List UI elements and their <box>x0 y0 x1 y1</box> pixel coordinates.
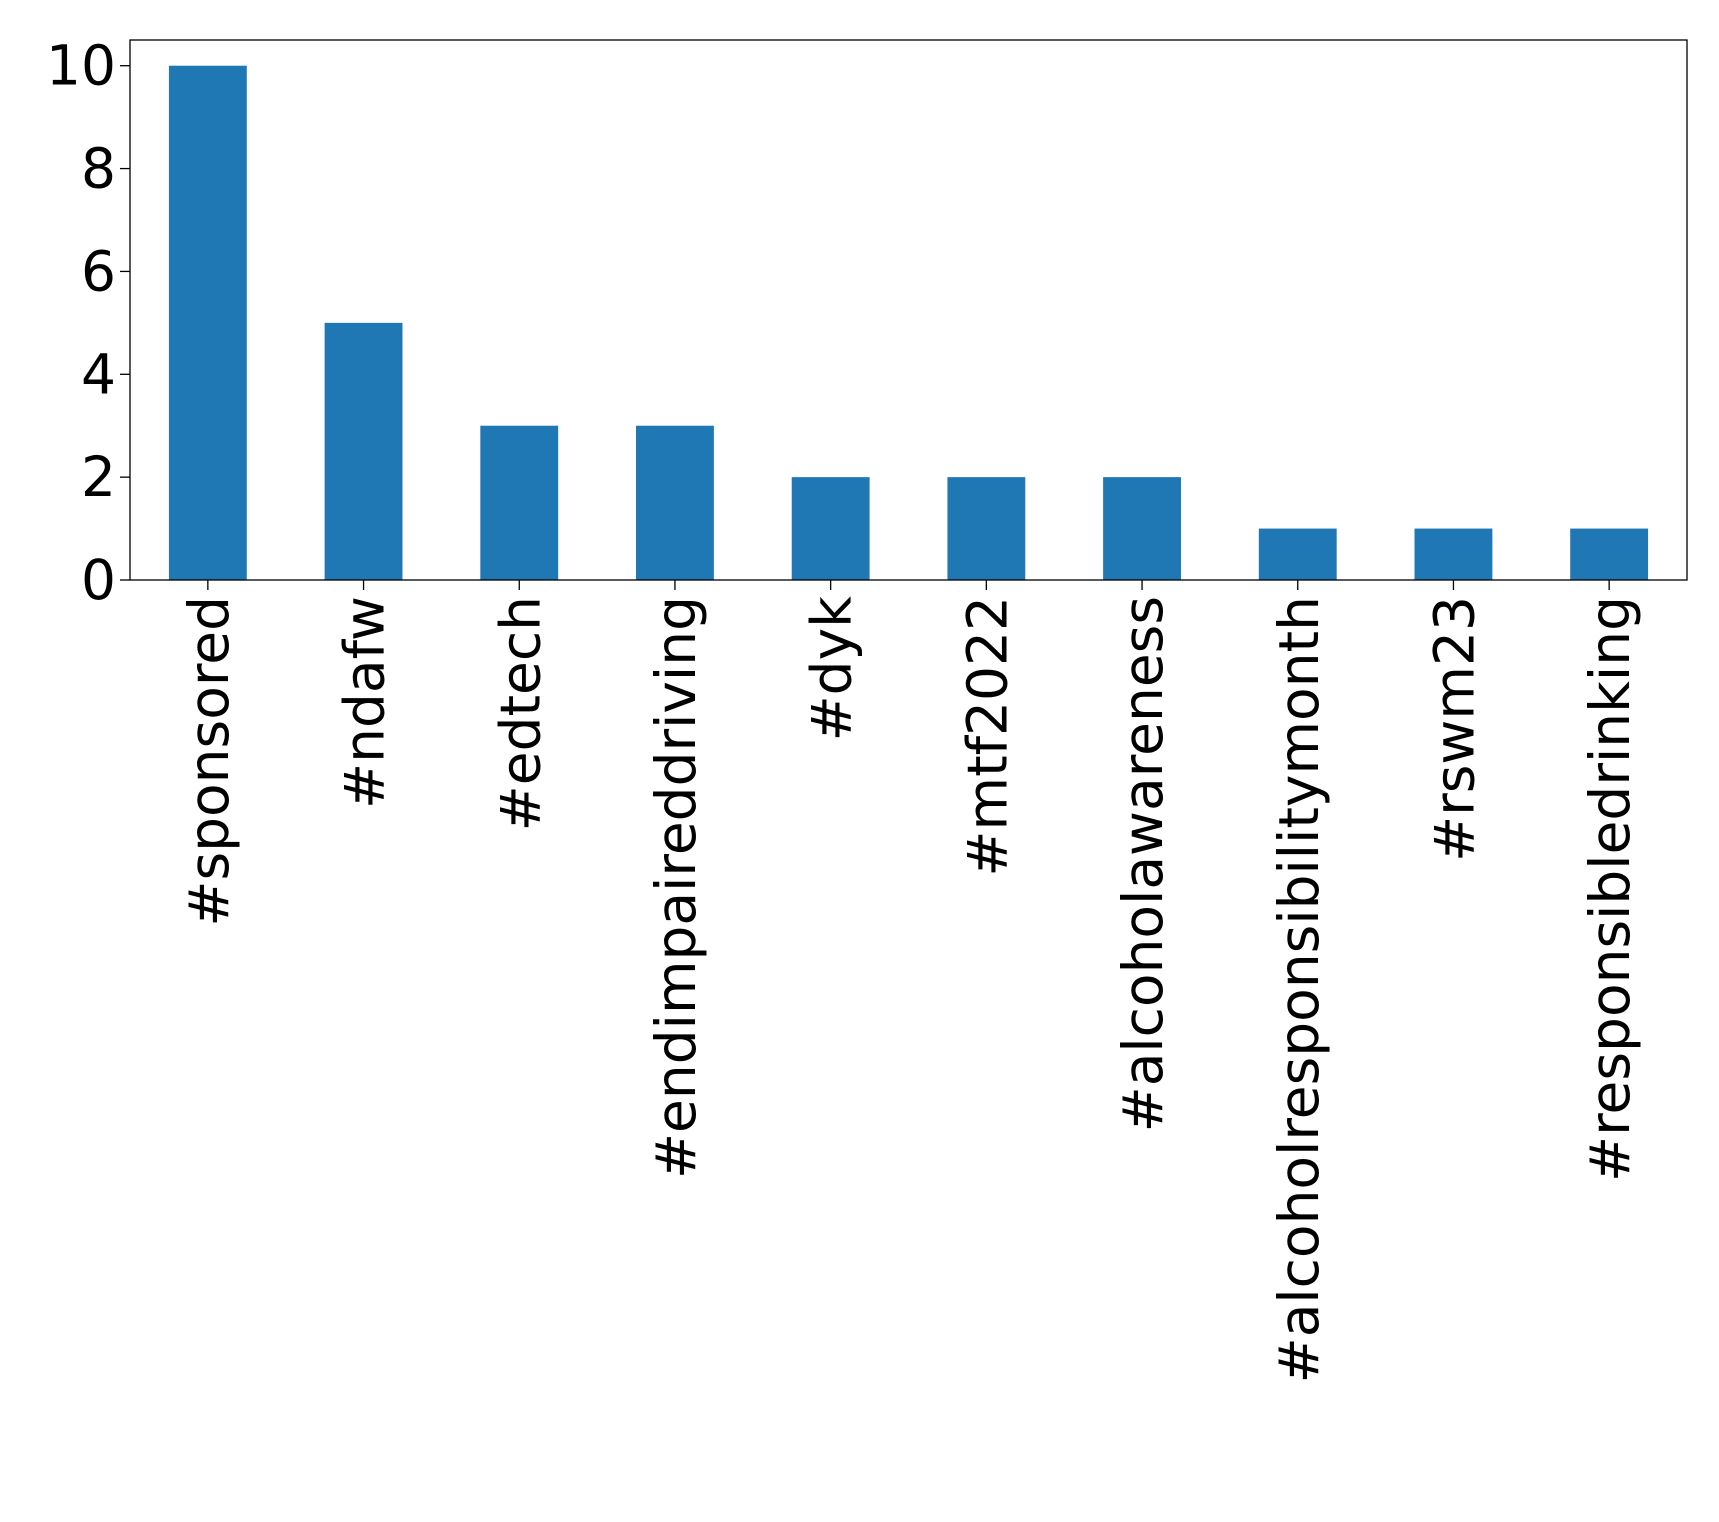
bar-edtech <box>480 425 559 580</box>
y-tick-label: 2 <box>81 445 116 509</box>
x-tick-label: #mtf2022 <box>955 596 1019 877</box>
plot-frame <box>129 39 1688 581</box>
x-tick-label: #sponsored <box>177 596 241 927</box>
bar-rswm23 <box>1414 528 1493 580</box>
x-tick-label: #rswm23 <box>1422 596 1486 862</box>
bar-endimpaireddriving <box>636 425 714 580</box>
bar-ndafw <box>324 322 403 580</box>
y-tick-label: 4 <box>81 342 116 406</box>
bar-responsibledrinking <box>1570 528 1649 580</box>
bar-dyk <box>791 477 870 580</box>
bars-group <box>168 65 1649 580</box>
x-tick-label: #edtech <box>488 596 552 831</box>
y-axis: 0 2 4 6 8 10 <box>46 34 130 612</box>
bar-sponsored <box>168 65 247 580</box>
bar-mtf2022 <box>947 477 1026 580</box>
bar-alcoholresponsibilitymonth <box>1258 528 1337 580</box>
x-tick-label: #ndafw <box>333 596 397 809</box>
x-tick-label: #dyk <box>800 596 864 742</box>
y-tick-label: 6 <box>81 239 116 303</box>
y-tick-label: 8 <box>81 137 116 201</box>
x-tick-label: #responsibledrinking <box>1578 596 1642 1182</box>
bar-alcoholawareness <box>1103 477 1181 580</box>
x-tick-label: #alcoholawareness <box>1111 596 1175 1132</box>
x-axis: #sponsored #ndafw #edtech #endimpaireddrivi… <box>177 580 1642 1383</box>
y-tick-label: 0 <box>81 548 116 612</box>
y-tick-label: 10 <box>46 34 116 98</box>
x-tick-label: #alcoholresponsibilitymonth <box>1267 596 1331 1383</box>
x-tick-label: #endimpaireddriving <box>644 596 708 1179</box>
